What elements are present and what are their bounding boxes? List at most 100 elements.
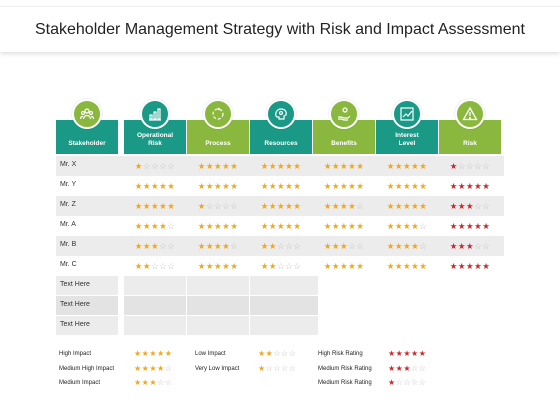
- risk-stars: ★ ★ ★ ★ ★: [439, 220, 501, 232]
- star-filled-icon: ★: [388, 364, 396, 373]
- star-empty-icon: ☆: [213, 200, 223, 211]
- legend-label: Medium Impact: [59, 380, 101, 386]
- star-filled-icon: ★: [260, 260, 269, 271]
- cycle-icon: [203, 99, 233, 129]
- star-filled-icon: ★: [265, 349, 274, 358]
- star-empty-icon: ☆: [167, 160, 176, 171]
- star-filled-icon: ★: [411, 220, 420, 231]
- table-row: Mr. A ★ ★ ★ ★ ☆ ★ ★ ★ ★ ★ ★ ★ ★ ★ ★ ★ ★ ★ ★ ★ ★ ★ ★ ★ ☆ ★ ★ ★ ★ ★: [56, 216, 504, 236]
- star-filled-icon: ★: [276, 180, 286, 191]
- star-filled-icon: ★: [331, 260, 340, 271]
- star-filled-icon: ★: [159, 200, 168, 211]
- hand-coin-icon: [329, 99, 359, 129]
- placeholder-cell: [56, 276, 118, 295]
- rating-stars: ★ ★ ☆ ☆ ☆: [250, 260, 312, 272]
- risk-stars: ★ ★ ★ ☆ ☆: [439, 200, 501, 212]
- placeholder-cell: [250, 316, 318, 335]
- placeholder-cell: [56, 316, 118, 335]
- star-empty-icon: ☆: [482, 240, 491, 251]
- star-filled-icon: ★: [323, 160, 332, 171]
- star-filled-icon: ★: [449, 260, 458, 271]
- rating-stars: ★ ★ ★ ★ ★: [376, 260, 438, 272]
- header-label: Operational Risk: [136, 132, 174, 147]
- star-empty-icon: ☆: [285, 240, 294, 251]
- rating-stars: ★ ★ ★ ★ ★: [376, 160, 438, 172]
- star-filled-icon: ★: [474, 180, 483, 191]
- star-filled-icon: ★: [222, 240, 231, 251]
- star-filled-icon: ★: [276, 200, 286, 211]
- star-empty-icon: ☆: [265, 364, 274, 373]
- star-filled-icon: ★: [411, 180, 420, 191]
- star-empty-icon: ☆: [419, 220, 428, 231]
- star-empty-icon: ☆: [285, 260, 294, 271]
- star-filled-icon: ★: [150, 220, 160, 231]
- star-filled-icon: ★: [457, 180, 466, 191]
- star-filled-icon: ★: [465, 180, 475, 191]
- star-filled-icon: ★: [167, 200, 176, 211]
- header-label: Benefits: [331, 139, 357, 147]
- star-filled-icon: ★: [348, 160, 357, 171]
- star-filled-icon: ★: [411, 160, 420, 171]
- rating-stars: ★ ★ ★ ★ ★: [313, 160, 375, 172]
- people-icon: [72, 99, 102, 129]
- star-filled-icon: ★: [205, 160, 214, 171]
- placeholder-cell: [187, 276, 249, 295]
- placeholder-cell: [56, 296, 118, 315]
- star-filled-icon: ★: [197, 240, 206, 251]
- star-filled-icon: ★: [285, 180, 294, 191]
- star-empty-icon: ☆: [222, 200, 231, 211]
- header-label: Process: [205, 139, 231, 147]
- star-filled-icon: ★: [449, 200, 458, 211]
- star-empty-icon: ☆: [411, 378, 419, 387]
- stakeholder-name: Mr. Y: [60, 181, 77, 188]
- placeholder-cell: [187, 296, 249, 315]
- chart-growth-icon: [140, 99, 170, 129]
- star-filled-icon: ★: [134, 200, 143, 211]
- rating-stars: ★ ☆ ☆ ☆ ☆: [124, 160, 186, 172]
- star-filled-icon: ★: [331, 180, 340, 191]
- star-filled-icon: ★: [457, 220, 466, 231]
- star-empty-icon: ☆: [293, 240, 302, 251]
- star-filled-icon: ★: [331, 240, 340, 251]
- star-filled-icon: ★: [222, 260, 231, 271]
- star-filled-icon: ★: [339, 200, 349, 211]
- text-row: Text Here: [56, 296, 318, 316]
- star-filled-icon: ★: [268, 220, 277, 231]
- star-filled-icon: ★: [150, 180, 160, 191]
- legend-stars: ★★★★★: [388, 350, 426, 358]
- star-filled-icon: ★: [276, 220, 286, 231]
- star-filled-icon: ★: [222, 220, 231, 231]
- rating-table: Mr. X ★ ☆ ☆ ☆ ☆ ★ ★ ★ ★ ★ ★ ★ ★ ★ ★ ★ ★ ★ ★ ★ ★ ★ ★ ★ ★ ★ ☆ ☆ ☆ ☆ Mr. Y…: [56, 156, 504, 276]
- rating-stars: ★ ★ ★ ☆ ☆: [313, 240, 375, 252]
- text-row: Text Here: [56, 316, 318, 336]
- star-filled-icon: ★: [323, 180, 332, 191]
- stakeholder-name: Mr. A: [60, 221, 76, 228]
- star-filled-icon: ★: [197, 220, 206, 231]
- star-filled-icon: ★: [141, 378, 150, 387]
- star-empty-icon: ☆: [159, 160, 168, 171]
- star-filled-icon: ★: [395, 364, 404, 373]
- header-label: Risk: [463, 139, 477, 147]
- star-filled-icon: ★: [386, 160, 395, 171]
- star-filled-icon: ★: [276, 160, 286, 171]
- star-filled-icon: ★: [167, 180, 176, 191]
- star-filled-icon: ★: [134, 160, 143, 171]
- star-filled-icon: ★: [331, 160, 340, 171]
- star-empty-icon: ☆: [356, 240, 365, 251]
- star-filled-icon: ★: [339, 180, 349, 191]
- star-filled-icon: ★: [402, 240, 412, 251]
- stakeholder-name: Mr. B: [60, 241, 77, 248]
- rating-stars: ★ ★ ★ ★ ☆: [187, 240, 249, 252]
- star-filled-icon: ★: [213, 180, 223, 191]
- rating-stars: ★ ★ ★ ☆ ☆: [124, 240, 186, 252]
- star-filled-icon: ★: [293, 200, 302, 211]
- star-empty-icon: ☆: [281, 364, 289, 373]
- star-filled-icon: ★: [419, 180, 428, 191]
- star-empty-icon: ☆: [157, 378, 165, 387]
- star-filled-icon: ★: [402, 220, 412, 231]
- star-filled-icon: ★: [482, 220, 491, 231]
- star-empty-icon: ☆: [418, 378, 427, 387]
- rating-stars: ★ ★ ★ ★ ★: [187, 160, 249, 172]
- star-filled-icon: ★: [134, 180, 143, 191]
- star-filled-icon: ★: [411, 349, 419, 358]
